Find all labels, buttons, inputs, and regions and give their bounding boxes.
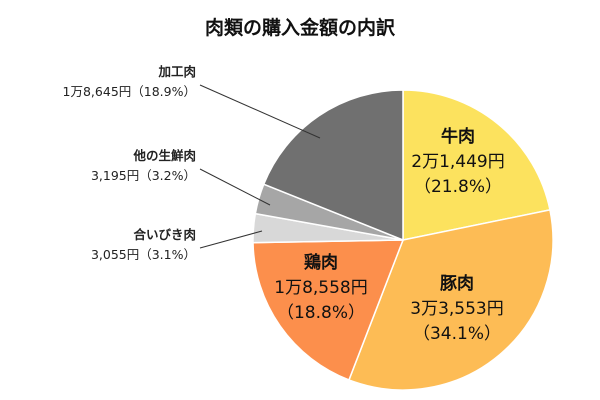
pie-slice-6 xyxy=(262,89,404,242)
slice-3-percent: （18.8%） xyxy=(277,303,365,323)
slice-4-value: 3,055円（3.1%） xyxy=(91,247,196,262)
slice-6-leader-line xyxy=(199,84,321,139)
pie-slices xyxy=(252,89,554,391)
chart-title: 肉類の購入金額の内訳 xyxy=(205,16,396,39)
leader-lines xyxy=(199,84,321,249)
slice-5-value: 3,195円（3.2%） xyxy=(91,168,196,183)
slice-6-percent: （18.9%） xyxy=(131,84,196,99)
slice-4-leader-line xyxy=(199,230,263,249)
slice-5-percent: （3.2%） xyxy=(139,168,196,183)
slice-3-name: 鶏肉 xyxy=(304,252,338,273)
slice-6-amount: 1万8,645円 xyxy=(63,84,132,99)
slice-1-percent: （21.8%） xyxy=(414,177,502,197)
slice-5-name: 他の生鮮肉 xyxy=(132,148,196,163)
slice-6-name: 加工肉 xyxy=(157,64,196,79)
slice-labels: 牛肉 2万1,449円 （21.8%） 豚肉 3万3,553円 （34.1%） 鶏肉 1万8,… xyxy=(63,64,505,344)
slice-3-value: 1万8,558円 xyxy=(274,278,367,298)
slice-4-amount: 3,055円 xyxy=(91,247,139,262)
slice-1-value: 2万1,449円 xyxy=(411,152,504,172)
slice-4-name: 合いびき肉 xyxy=(133,227,196,242)
slice-1-name: 牛肉 xyxy=(441,126,475,147)
slice-2-value: 3万3,553円 xyxy=(410,299,503,319)
slice-5-amount: 3,195円 xyxy=(91,168,139,183)
slice-5-leader-line xyxy=(199,168,271,206)
pie-slice-1 xyxy=(402,89,551,241)
pie-slice-2 xyxy=(347,209,554,391)
slice-4-percent: （3.1%） xyxy=(139,247,196,262)
slice-2-percent: （34.1%） xyxy=(413,324,501,344)
slice-6-value: 1万8,645円（18.9%） xyxy=(63,84,196,99)
pie-slice-3 xyxy=(252,239,405,381)
slice-2-name: 豚肉 xyxy=(440,273,474,294)
